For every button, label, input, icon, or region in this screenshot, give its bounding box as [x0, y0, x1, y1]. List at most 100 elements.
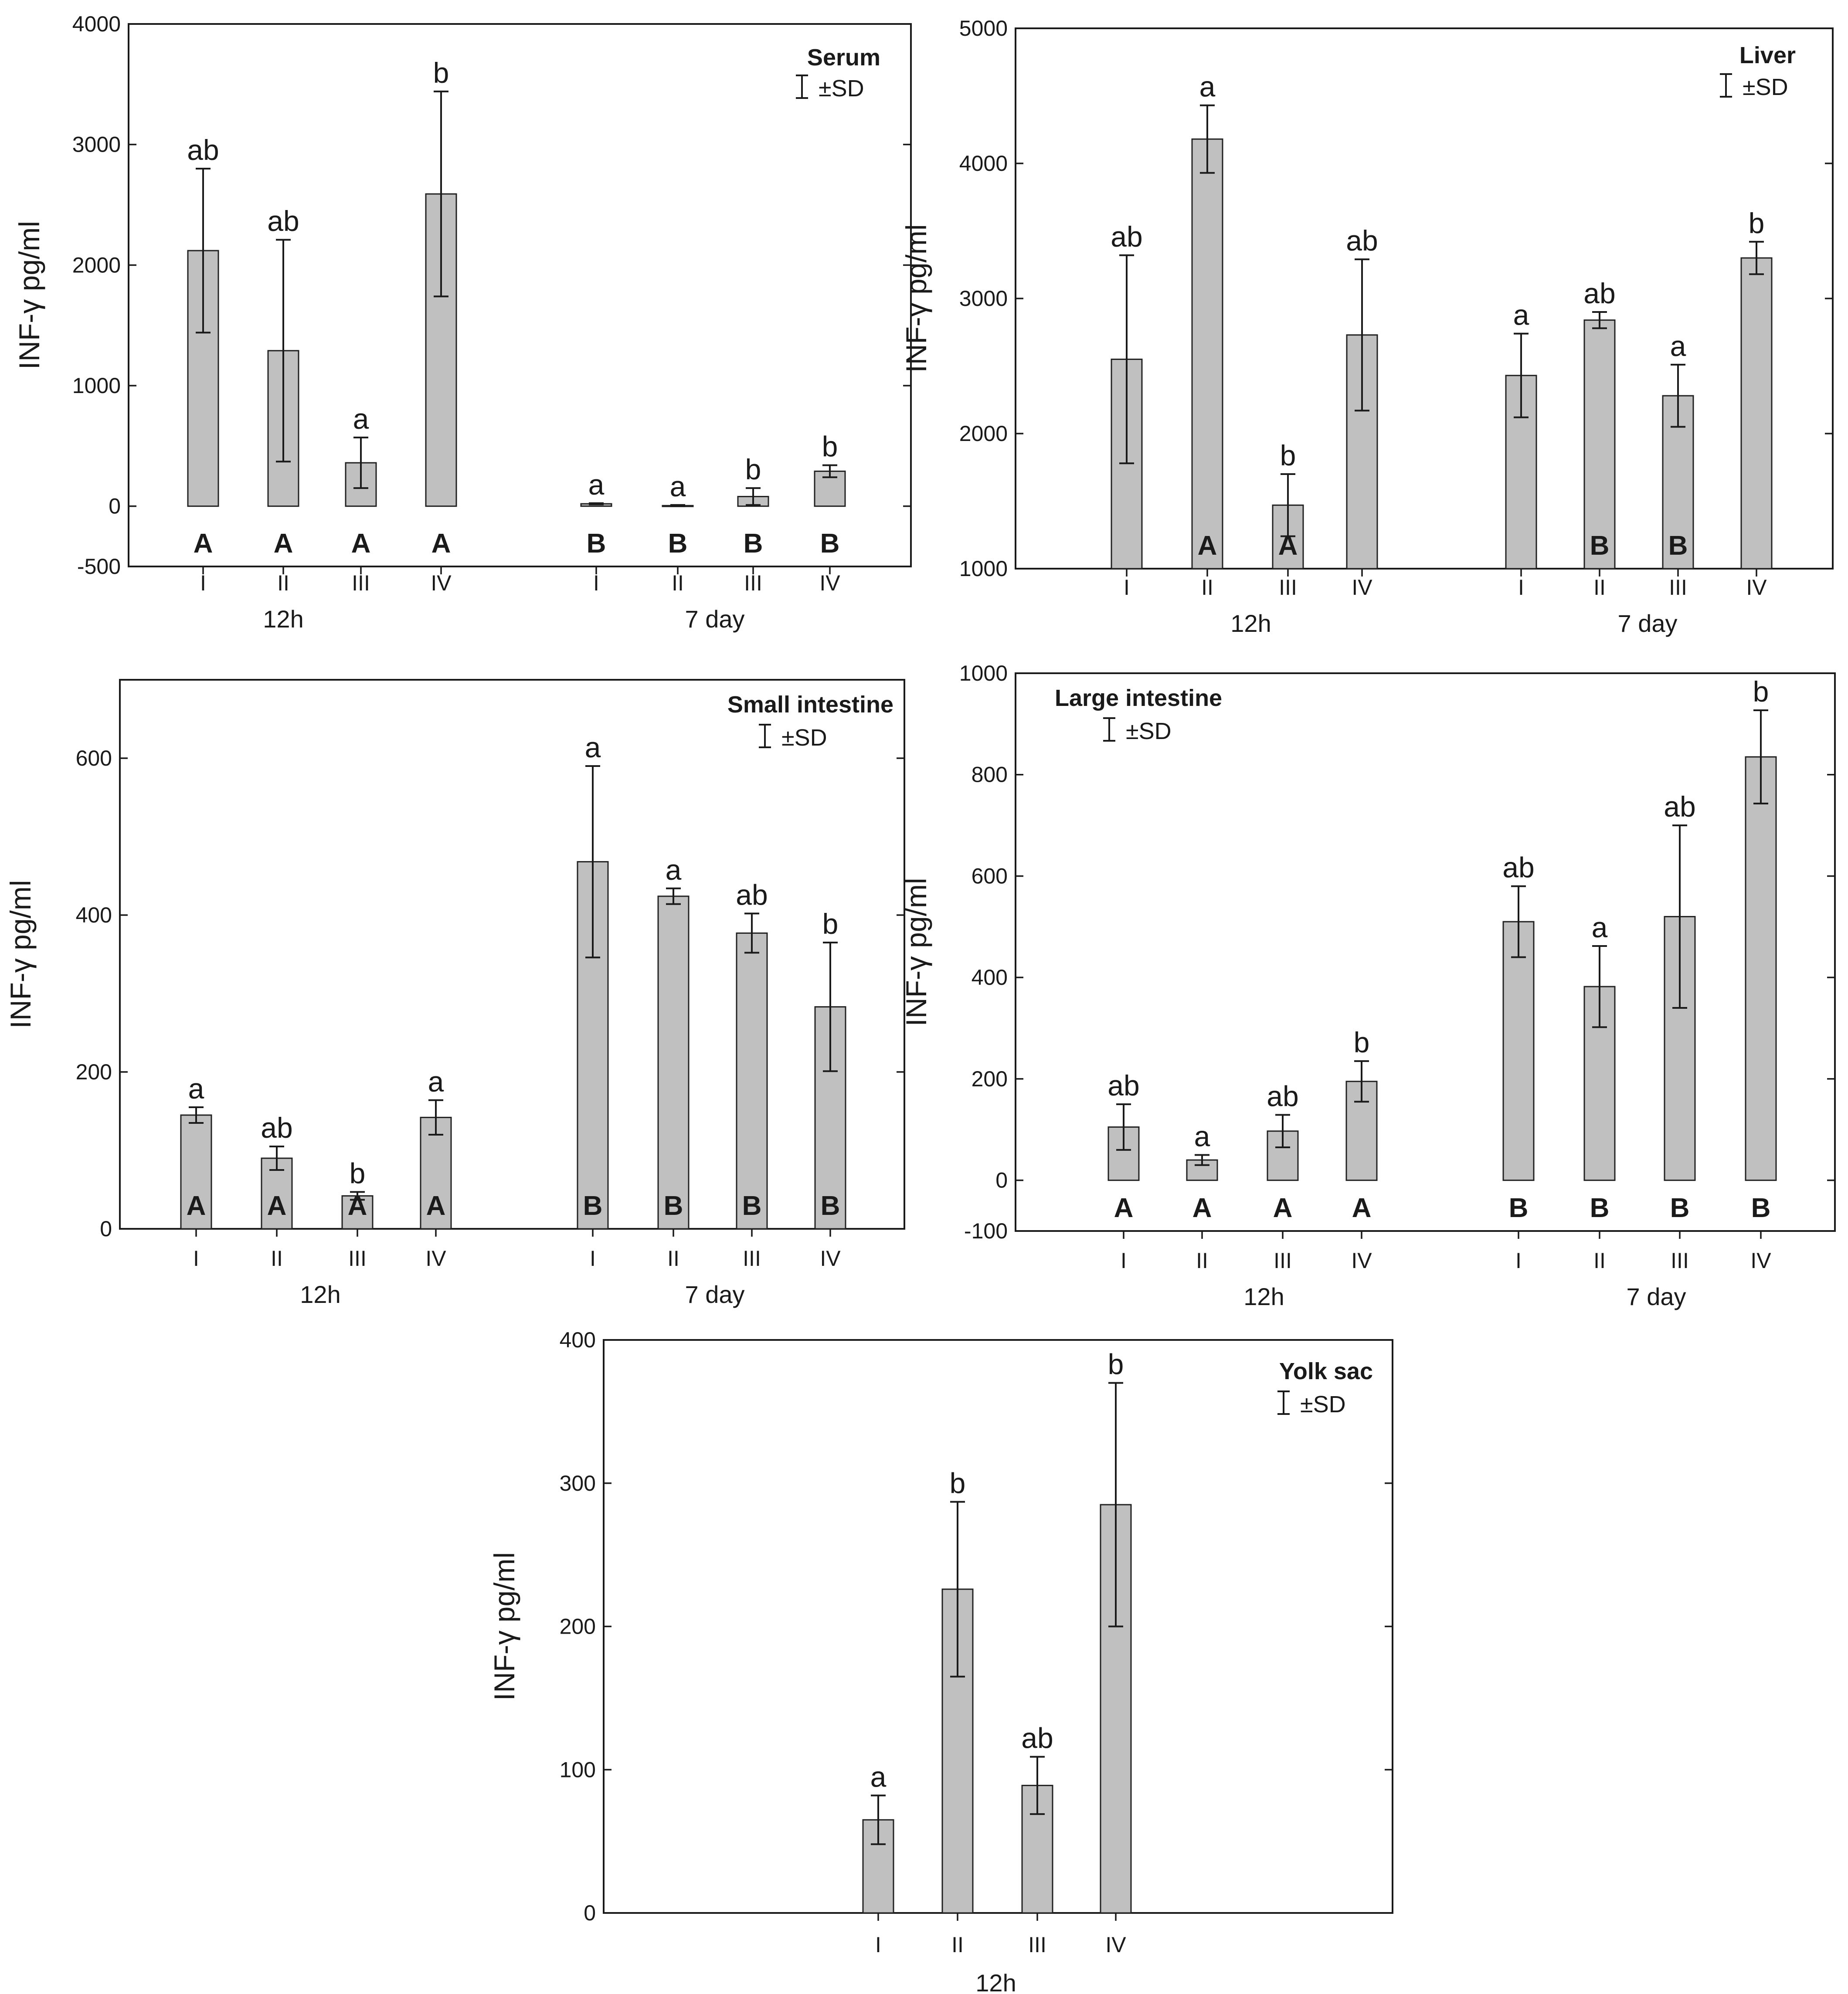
bar — [1740, 257, 1773, 570]
y-tick-label: 400 — [560, 1328, 596, 1352]
significance-letter: ab — [1267, 1080, 1298, 1112]
group-capital-letter: A — [426, 1191, 446, 1221]
sd-legend-label: ±SD — [1743, 74, 1788, 100]
group-label: 12h — [975, 1969, 1016, 1994]
x-tick-label: I — [875, 1933, 881, 1957]
x-tick-label: I — [200, 571, 206, 595]
significance-letter: a — [353, 403, 369, 435]
significance-letter: a — [1592, 911, 1608, 943]
significance-letter: b — [1753, 675, 1769, 708]
bar — [341, 1195, 374, 1230]
significance-letter: a — [870, 1760, 887, 1793]
x-tick-label: IV — [425, 1246, 446, 1271]
bar — [1745, 756, 1777, 1181]
group-capital-letter: A — [1192, 1193, 1212, 1223]
bar — [1346, 334, 1378, 570]
x-tick-label: I — [193, 1246, 199, 1271]
group-label: 7 day — [1618, 610, 1678, 637]
group-label: 12h — [263, 605, 303, 633]
x-tick-label: II — [672, 571, 684, 595]
group-capital-letter: A — [274, 529, 293, 559]
y-tick-label: 200 — [972, 1067, 1008, 1091]
significance-letter: ab — [1346, 224, 1378, 257]
group-capital-letter: B — [821, 1191, 840, 1221]
significance-letter: b — [822, 908, 839, 940]
significance-letter: a — [588, 468, 605, 501]
group-capital-letter: B — [1590, 531, 1610, 561]
group-capital-letter: A — [351, 529, 371, 559]
y-tick-label: 0 — [995, 1168, 1008, 1193]
y-tick-label: 2000 — [959, 421, 1008, 446]
panel-liver: 1000 2000 3000 4000 5000 INF-γ pg/ml Liver ±SD a… — [900, 16, 1834, 637]
group-label: 12h — [1243, 1283, 1284, 1310]
significance-letter: b — [1108, 1348, 1124, 1380]
group-capital-letter: A — [348, 1191, 367, 1221]
significance-letter: a — [1513, 299, 1529, 331]
x-tick-label: III — [744, 571, 762, 595]
significance-letter: ab — [1502, 851, 1534, 884]
bar — [1191, 138, 1223, 570]
y-tick-label: 0 — [100, 1217, 112, 1241]
x-tick-label: II — [1196, 1248, 1208, 1273]
sd-legend-label: ±SD — [1126, 718, 1172, 744]
bar — [1502, 921, 1535, 1181]
panel-title: Liver — [1739, 42, 1796, 68]
significance-letter: ab — [1107, 1069, 1139, 1102]
y-tick-label: 600 — [972, 864, 1008, 888]
x-tick-label: II — [1201, 575, 1213, 600]
panel-title: Small intestine — [727, 692, 893, 718]
bar — [736, 932, 768, 1230]
significance-letter: ab — [261, 1112, 292, 1144]
plot-frame — [1015, 672, 1836, 1232]
group-label: 7 day — [685, 605, 745, 633]
y-tick-label: -100 — [964, 1219, 1008, 1243]
group-capital-letter: B — [1668, 531, 1688, 561]
x-tick-label: IV — [1105, 1933, 1126, 1957]
x-tick-label: I — [593, 571, 599, 595]
bar — [657, 895, 690, 1230]
panel-large-intestine: -100 0 200 400 600 800 1000 INF-γ pg/ml Large in… — [900, 661, 1836, 1310]
y-axis-label: INF-γ pg/ml — [488, 1552, 520, 1701]
y-axis-label: INF-γ pg/ml — [900, 224, 932, 373]
significance-letter: ab — [267, 205, 299, 237]
y-tick-label: 0 — [109, 494, 121, 519]
y-tick-label: 0 — [584, 1901, 596, 1925]
y-axis-label: INF-γ pg/ml — [13, 221, 45, 370]
y-tick-label: 1000 — [959, 661, 1008, 685]
plot-frame — [603, 1339, 1393, 1914]
y-tick-label: 3000 — [959, 286, 1008, 311]
sd-legend: ±SD — [1103, 717, 1172, 744]
x-tick-label: III — [1279, 575, 1297, 600]
y-tick-label: 200 — [76, 1060, 112, 1084]
x-tick-label: III — [743, 1246, 761, 1271]
significance-letter: ab — [187, 134, 219, 166]
group-capital-letter: B — [1751, 1193, 1771, 1223]
y-axis-label: INF-γ pg/ml — [4, 880, 37, 1028]
y-tick-label: 400 — [76, 903, 112, 927]
panel-title: Large intestine — [1055, 685, 1222, 711]
x-tick-label: I — [1121, 1248, 1127, 1273]
group-capital-letter: B — [587, 529, 606, 559]
significance-letter: ab — [1021, 1722, 1053, 1754]
x-tick-label: II — [1593, 1248, 1606, 1273]
y-tick-label: 100 — [560, 1757, 596, 1782]
significance-letter: b — [950, 1467, 966, 1499]
x-tick-label: IV — [820, 1246, 841, 1271]
x-tick-label: IV — [1351, 1248, 1372, 1273]
significance-letter: a — [1194, 1120, 1210, 1152]
group-capital-letter: B — [1509, 1193, 1529, 1223]
x-tick-label: IV — [1750, 1248, 1771, 1273]
sd-legend: ±SD — [796, 75, 864, 102]
y-tick-label: 600 — [76, 746, 112, 770]
group-capital-letter: B — [1670, 1193, 1690, 1223]
x-tick-label: I — [1518, 575, 1524, 600]
panel-title: Serum — [807, 44, 880, 71]
plot-frame — [128, 23, 912, 567]
group-label: 7 day — [685, 1281, 745, 1308]
sd-legend: ±SD — [759, 724, 827, 751]
y-tick-label: 3000 — [72, 132, 121, 157]
bar — [1583, 319, 1616, 570]
group-capital-letter: B — [1590, 1193, 1610, 1223]
sd-legend-label: ±SD — [819, 75, 864, 102]
